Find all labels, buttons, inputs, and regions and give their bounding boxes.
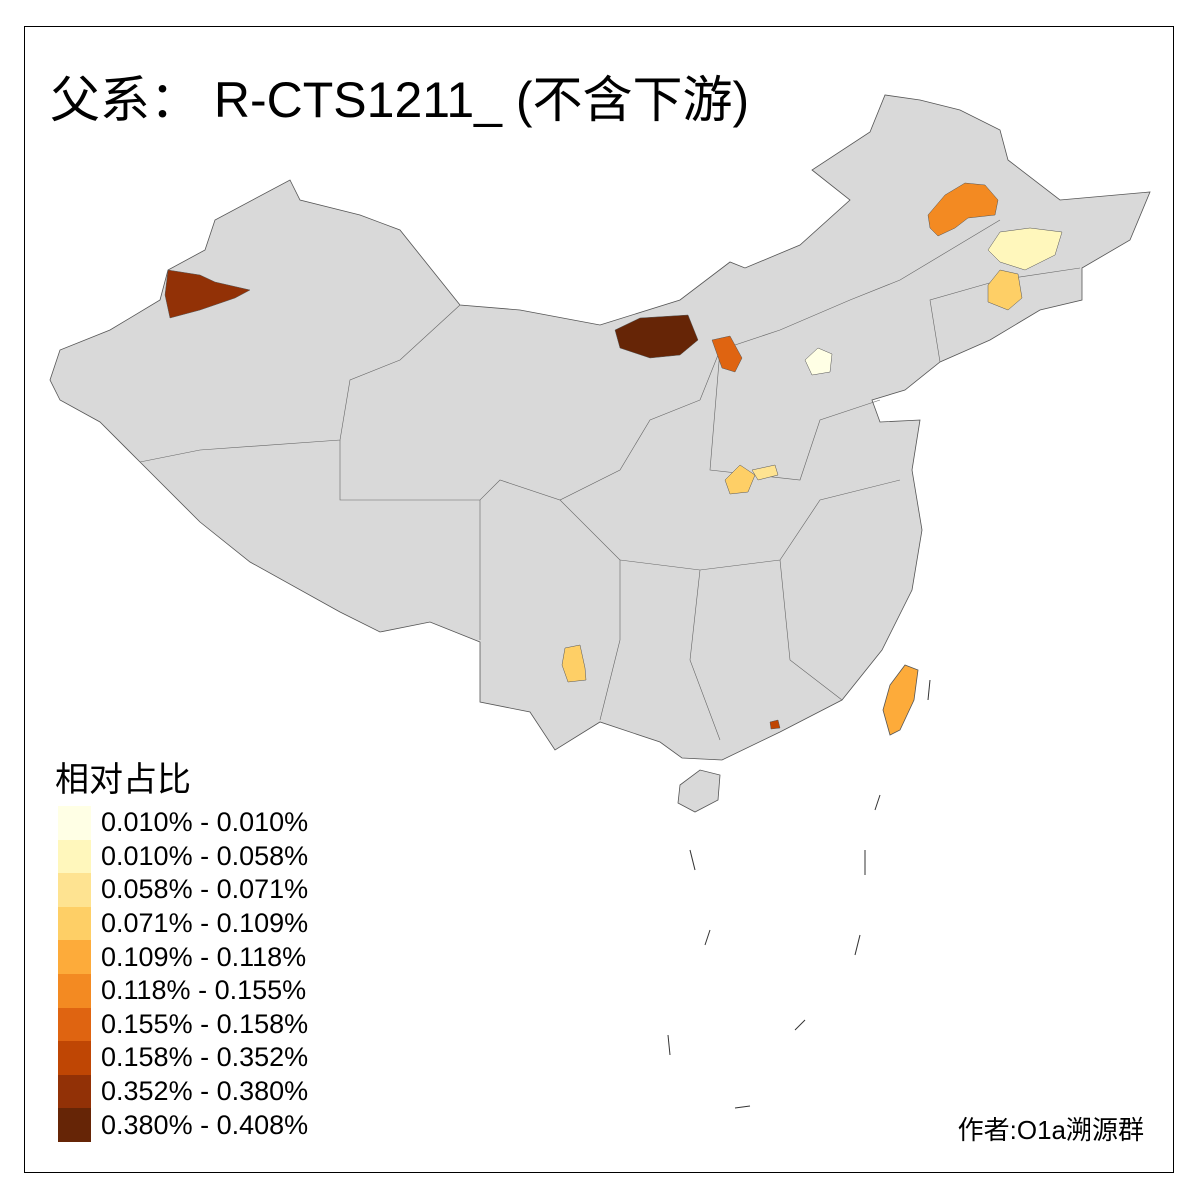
legend-item: 0.010% - 0.010% [58,806,308,840]
legend-label: 0.158% - 0.352% [101,1042,309,1073]
legend-item: 0.352% - 0.380% [58,1074,309,1109]
legend-swatch [58,940,91,974]
region-xinjiang-west [164,269,251,319]
legend-item: 0.109% - 0.118% [58,940,308,974]
legend-label: 0.010% - 0.058% [101,840,309,871]
legend-item: 0.010% - 0.058% [58,839,309,874]
hainan-island [677,769,721,813]
region-henan-b [751,464,779,481]
legend-label: 0.380% - 0.408% [101,1109,309,1140]
region-jilin-north [987,227,1063,271]
legend-label: 0.109% - 0.118% [101,941,307,972]
map-title: 父系： R-CTS1211_ (不含下游) [50,72,750,128]
legend-item: 0.158% - 0.352% [58,1041,308,1075]
legend-swatch [58,973,91,1008]
legend-label: 0.071% - 0.109% [101,908,309,939]
region-yunnan [561,644,587,683]
legend-title: 相对占比 [55,761,191,799]
legend: 0.010% - 0.010% 0.010% - 0.058% 0.058% - 0… [58,806,308,1142]
legend-swatch [58,873,91,907]
legend-item: 0.155% - 0.158% [58,1007,309,1042]
legend-swatch [58,839,91,874]
author-credit: 作者:O1a溯源群 [957,1115,1144,1145]
china-mainland [49,94,1151,761]
region-beijing [804,347,833,376]
legend-label: 0.058% - 0.071% [101,874,309,905]
south-china-sea-islands [667,679,931,1109]
region-jilin-south [987,269,1023,311]
region-inner-mongolia [614,314,699,359]
legend-label: 0.010% - 0.010% [101,807,309,838]
legend-item: 0.058% - 0.071% [58,873,308,907]
region-guangdong [769,719,781,730]
legend-label: 0.155% - 0.158% [101,1008,309,1039]
legend-swatch [58,906,91,941]
legend-label: 0.352% - 0.380% [101,1076,309,1107]
legend-swatch [58,1108,91,1142]
plot-frame [24,26,1174,1173]
legend-label: 0.118% - 0.155% [101,975,307,1006]
legend-swatch [58,806,91,840]
region-henan-a [724,464,756,495]
legend-item: 0.071% - 0.109% [58,906,309,941]
legend-swatch [58,1074,91,1109]
legend-item: 0.118% - 0.155% [58,973,308,1008]
region-taiwan [882,664,919,736]
legend-swatch [58,1041,91,1075]
region-shanxi-north [711,335,743,373]
region-heilongjiang [927,182,999,237]
legend-swatch [58,1007,91,1042]
legend-item: 0.380% - 0.408% [58,1108,308,1142]
